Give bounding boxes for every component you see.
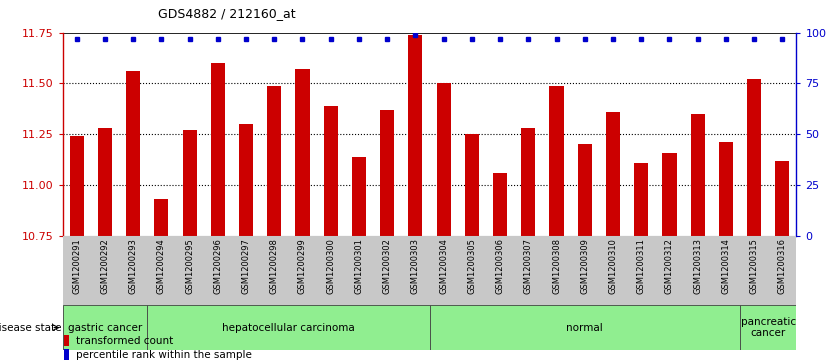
Text: GSM1200315: GSM1200315 bbox=[750, 238, 759, 294]
Bar bbox=[267, 86, 281, 236]
Text: percentile rank within the sample: percentile rank within the sample bbox=[77, 350, 253, 360]
Bar bbox=[662, 152, 676, 236]
Bar bbox=[380, 110, 394, 236]
Text: GSM1200312: GSM1200312 bbox=[665, 238, 674, 294]
Text: GSM1200316: GSM1200316 bbox=[778, 238, 786, 294]
Bar bbox=[430, 305, 740, 350]
Bar bbox=[69, 136, 83, 236]
Bar bbox=[493, 173, 507, 236]
Bar bbox=[465, 134, 479, 236]
Bar bbox=[691, 114, 705, 236]
Text: GSM1200313: GSM1200313 bbox=[693, 238, 702, 294]
Text: GSM1200294: GSM1200294 bbox=[157, 238, 166, 294]
Bar bbox=[324, 106, 338, 236]
Text: GSM1200306: GSM1200306 bbox=[495, 238, 505, 294]
Text: gastric cancer: gastric cancer bbox=[68, 323, 142, 333]
Bar bbox=[747, 79, 761, 236]
Bar bbox=[436, 83, 450, 236]
Text: GSM1200303: GSM1200303 bbox=[411, 238, 420, 294]
Text: GSM1200299: GSM1200299 bbox=[298, 238, 307, 294]
Bar bbox=[63, 305, 148, 350]
Bar bbox=[126, 71, 140, 236]
Bar bbox=[740, 305, 796, 350]
Bar bbox=[239, 124, 253, 236]
Text: GSM1200297: GSM1200297 bbox=[242, 238, 250, 294]
Bar bbox=[154, 199, 168, 236]
Bar bbox=[183, 130, 197, 236]
Text: GSM1200295: GSM1200295 bbox=[185, 238, 194, 294]
Bar bbox=[64, 349, 69, 360]
Text: GSM1200293: GSM1200293 bbox=[128, 238, 138, 294]
Text: GSM1200296: GSM1200296 bbox=[214, 238, 223, 294]
Text: GSM1200314: GSM1200314 bbox=[721, 238, 731, 294]
Bar bbox=[148, 305, 430, 350]
Text: GSM1200292: GSM1200292 bbox=[100, 238, 109, 294]
Bar bbox=[550, 86, 564, 236]
Bar bbox=[719, 142, 733, 236]
Text: GSM1200304: GSM1200304 bbox=[440, 238, 448, 294]
Text: GSM1200301: GSM1200301 bbox=[354, 238, 364, 294]
Bar bbox=[98, 128, 112, 236]
Bar bbox=[211, 63, 225, 236]
Text: GSM1200309: GSM1200309 bbox=[580, 238, 590, 294]
Bar bbox=[409, 35, 423, 236]
Text: GSM1200307: GSM1200307 bbox=[524, 238, 533, 294]
Bar bbox=[606, 112, 620, 236]
Text: pancreatic
cancer: pancreatic cancer bbox=[741, 317, 796, 338]
Bar bbox=[634, 163, 648, 236]
Text: GSM1200311: GSM1200311 bbox=[636, 238, 646, 294]
Bar bbox=[352, 157, 366, 236]
Text: GSM1200308: GSM1200308 bbox=[552, 238, 561, 294]
Text: GSM1200300: GSM1200300 bbox=[326, 238, 335, 294]
Text: GSM1200302: GSM1200302 bbox=[383, 238, 392, 294]
Text: disease state: disease state bbox=[0, 323, 62, 333]
Text: transformed count: transformed count bbox=[77, 336, 173, 346]
Text: GSM1200305: GSM1200305 bbox=[467, 238, 476, 294]
Bar bbox=[295, 69, 309, 236]
Bar bbox=[521, 128, 535, 236]
Bar bbox=[578, 144, 592, 236]
Text: hepatocellular carcinoma: hepatocellular carcinoma bbox=[222, 323, 354, 333]
Bar bbox=[776, 161, 790, 236]
Text: GSM1200298: GSM1200298 bbox=[269, 238, 279, 294]
Text: GDS4882 / 212160_at: GDS4882 / 212160_at bbox=[158, 8, 295, 20]
Bar bbox=[64, 335, 69, 346]
Text: GSM1200310: GSM1200310 bbox=[609, 238, 617, 294]
Text: GSM1200291: GSM1200291 bbox=[73, 238, 81, 294]
Text: normal: normal bbox=[566, 323, 603, 333]
